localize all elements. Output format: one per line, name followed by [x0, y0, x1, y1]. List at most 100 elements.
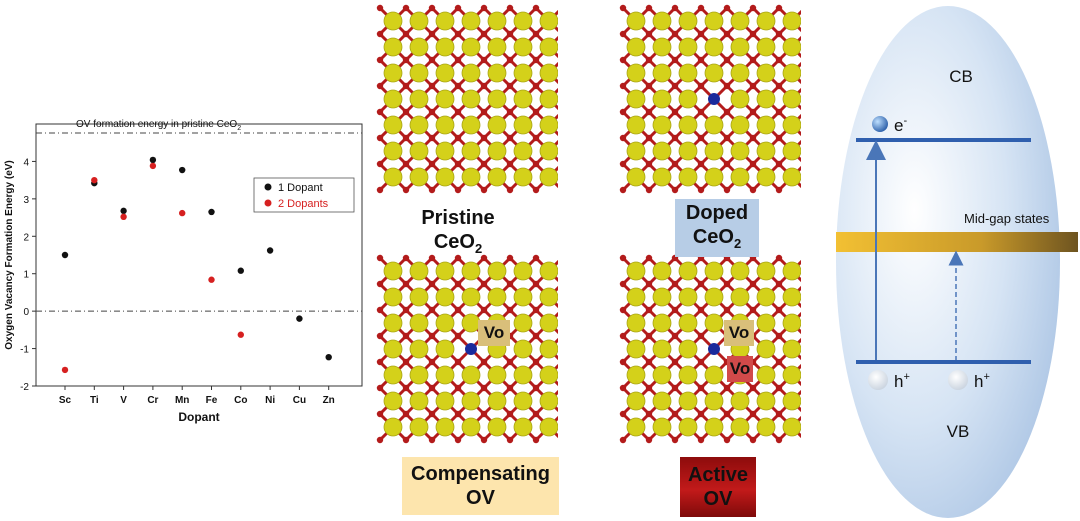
oxygen-atom [671, 134, 679, 142]
oxygen-atom [619, 56, 627, 64]
oxygen-atom [506, 306, 514, 314]
cerium-atom [652, 141, 672, 161]
cerium-atom [756, 313, 776, 333]
oxygen-atom [454, 82, 462, 90]
lattice-atoms [619, 254, 801, 444]
oxygen-atom [723, 108, 731, 116]
cerium-atom [435, 141, 455, 161]
cerium-atom [626, 391, 646, 411]
oxygen-atom [506, 4, 514, 12]
oxygen-atom [671, 30, 679, 38]
cerium-atom [435, 37, 455, 57]
oxygen-atom [376, 410, 384, 418]
oxygen-atom [697, 306, 705, 314]
oxygen-atom [697, 358, 705, 366]
cerium-atom [513, 167, 533, 187]
cerium-atom [435, 417, 455, 437]
cerium-atom [782, 391, 801, 411]
oxygen-atom [532, 280, 540, 288]
oxygen-atom [775, 306, 783, 314]
oxygen-atom [376, 108, 384, 116]
oxygen-atom [697, 160, 705, 168]
cerium-atom [435, 261, 455, 281]
cerium-atom [704, 261, 724, 281]
cerium-atom [756, 115, 776, 135]
cerium-atom [539, 115, 558, 135]
cerium-atom [487, 365, 507, 385]
oxygen-atom [402, 134, 410, 142]
oxygen-atom [645, 280, 653, 288]
cerium-atom [678, 89, 698, 109]
oxygen-atom [506, 280, 514, 288]
cerium-atom [539, 11, 558, 31]
oxygen-atom [697, 108, 705, 116]
oxygen-atom [454, 410, 462, 418]
cerium-atom [435, 391, 455, 411]
oxygen-atom [532, 186, 540, 194]
cerium-atom [782, 37, 801, 57]
oxygen-atom [506, 186, 514, 194]
hole-icon-1 [868, 370, 888, 390]
cerium-atom [513, 261, 533, 281]
cerium-atom [652, 37, 672, 57]
oxygen-atom [775, 56, 783, 64]
oxygen-atom [402, 410, 410, 418]
oxygen-atom [619, 332, 627, 340]
oxygen-atom [749, 108, 757, 116]
cerium-atom [678, 287, 698, 307]
formation-energy-chart: -2 -1 0 1 2 3 4 Sc Ti V Cr Mn Fe Co Ni Cu Zn OV formati… [4, 119, 363, 424]
oxygen-atom [619, 306, 627, 314]
oxygen-atom [506, 384, 514, 392]
active-ov-label: Active OV [680, 457, 756, 517]
data-point-1-dopant-fe [208, 208, 215, 216]
oxygen-atom [671, 358, 679, 366]
legend: 1 Dopant 2 Dopants [253, 177, 355, 213]
oxygen-atom [671, 108, 679, 116]
cerium-atom [539, 287, 558, 307]
oxygen-atom [454, 186, 462, 194]
oxygen-atom [775, 82, 783, 90]
oxygen-atom [376, 332, 384, 340]
cerium-atom [383, 167, 403, 187]
data-point-1-dopant-zn [325, 353, 332, 361]
cerium-atom [730, 11, 750, 31]
oxygen-atom [645, 436, 653, 444]
oxygen-atom [619, 30, 627, 38]
cerium-atom [435, 63, 455, 83]
cerium-atom [626, 417, 646, 437]
data-point-2-dopants-sc [61, 366, 69, 374]
oxygen-atom [506, 358, 514, 366]
cerium-atom [704, 11, 724, 31]
cerium-atom [461, 37, 481, 57]
oxygen-atom [376, 436, 384, 444]
oxygen-atom [749, 384, 757, 392]
oxygen-atom [671, 306, 679, 314]
cerium-atom [513, 37, 533, 57]
oxygen-atom [480, 254, 488, 262]
cerium-atom [626, 115, 646, 135]
cerium-atom [383, 365, 403, 385]
cerium-atom [461, 261, 481, 281]
cerium-atom [487, 63, 507, 83]
cerium-atom [756, 167, 776, 187]
cerium-atom [782, 89, 801, 109]
cerium-atom [539, 365, 558, 385]
oxygen-atom [645, 82, 653, 90]
oxygen-atom [645, 254, 653, 262]
cerium-atom [461, 11, 481, 31]
oxygen-atom [506, 56, 514, 64]
cerium-atom [652, 167, 672, 187]
cerium-atom [539, 63, 558, 83]
oxygen-atom [671, 160, 679, 168]
plot-frame [35, 123, 363, 387]
oxygen-atom [506, 254, 514, 262]
oxygen-atom [723, 30, 731, 38]
data-point-2-dopants-fe [208, 276, 215, 283]
cerium-atom [626, 339, 646, 359]
oxygen-atom [454, 384, 462, 392]
cerium-atom [782, 167, 801, 187]
cerium-atom [678, 37, 698, 57]
hole-label-1: h+ [894, 371, 910, 391]
oxygen-atom [775, 280, 783, 288]
oxygen-atom [402, 4, 410, 12]
